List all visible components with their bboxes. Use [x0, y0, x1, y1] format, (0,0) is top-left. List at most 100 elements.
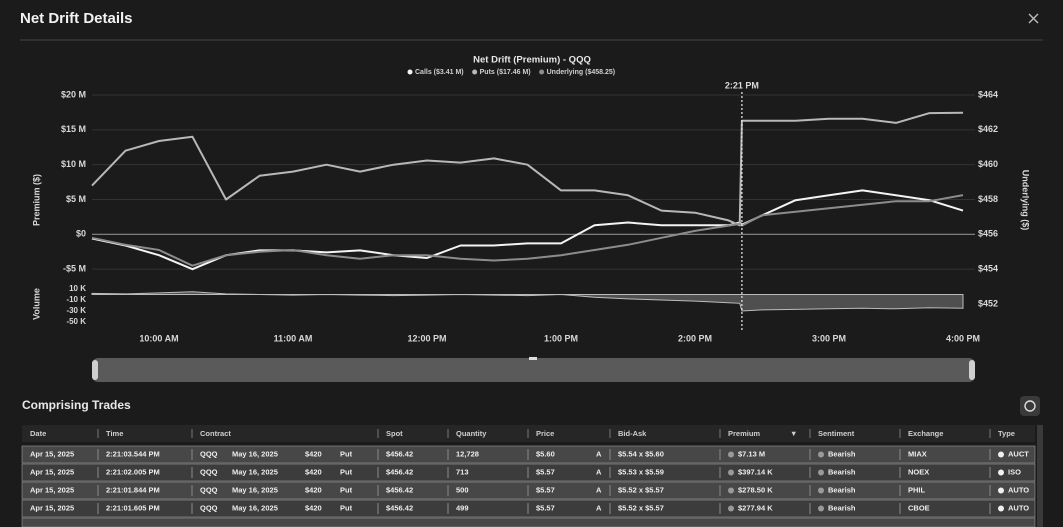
y2-tick-label: $454: [978, 264, 998, 274]
table-cell: A: [596, 503, 602, 512]
column-header[interactable]: Quantity: [456, 429, 487, 438]
refresh-icon[interactable]: [1024, 400, 1036, 412]
table-cell: Bearish: [828, 485, 856, 494]
table-cell: AUTO: [1008, 503, 1029, 512]
x-tick-label: 10:00 AM: [139, 333, 178, 343]
column-header[interactable]: Spot: [386, 429, 403, 438]
legend-marker: [539, 69, 545, 75]
table-cell: $278.50 K: [738, 485, 773, 494]
table-cell: 499: [456, 503, 469, 512]
column-header[interactable]: Date: [30, 429, 46, 438]
table-cell: A: [596, 485, 602, 494]
volume-tick-label: -50 K: [66, 317, 86, 326]
table-cell: Apr 15, 2025: [30, 449, 74, 458]
volume-tick-label: 10 K: [69, 284, 86, 293]
y-tick-label: $5 M: [66, 194, 86, 204]
dialog-title: Net Drift Details: [20, 10, 133, 27]
table-cell: AUCT: [1008, 449, 1029, 458]
y2-tick-label: $464: [978, 89, 998, 99]
table-cell: 2:21:01.605 PM: [106, 503, 160, 512]
table-cell: $5.53 x $5.59: [618, 467, 664, 476]
table-cell: Bearish: [828, 449, 856, 458]
table-cell: $456.42: [386, 485, 413, 494]
table-cell: $277.94 K: [738, 503, 773, 512]
table-cell: $5.54 x $5.60: [618, 449, 664, 458]
status-dot: [728, 487, 734, 494]
table-cell: A: [596, 467, 602, 476]
table-cell: QQQ: [200, 467, 218, 476]
table-cell: $5.57: [536, 467, 555, 476]
column-header[interactable]: Bid-Ask: [618, 429, 647, 438]
slider-track[interactable]: [92, 358, 975, 382]
table-cell: Apr 15, 2025: [30, 467, 74, 476]
table-cell: $5.60: [536, 449, 555, 458]
table-cell: $5.57: [536, 503, 555, 512]
column-header[interactable]: Price: [536, 429, 554, 438]
section-title: Comprising Trades: [22, 398, 131, 412]
refresh-bg[interactable]: [1020, 396, 1040, 416]
y-tick-label: -$5 M: [63, 264, 86, 274]
volume-tick-label: -10 K: [66, 295, 86, 304]
y-tick-label: $15 M: [61, 124, 86, 134]
table-cell: Put: [340, 449, 353, 458]
table-cell: Put: [340, 485, 353, 494]
table-cell: $420: [305, 467, 322, 476]
range-slider[interactable]: [92, 357, 975, 382]
x-tick-label: 12:00 PM: [407, 333, 446, 343]
x-tick-label: 2:00 PM: [678, 333, 712, 343]
column-header[interactable]: Sentiment: [818, 429, 855, 438]
table-cell: 2:21:03.544 PM: [106, 449, 160, 458]
status-dot: [998, 487, 1004, 494]
refresh-button[interactable]: [1020, 396, 1040, 416]
close-icon[interactable]: [1028, 13, 1039, 24]
x-tick-label: 3:00 PM: [812, 333, 846, 343]
column-header[interactable]: Premium: [728, 429, 760, 438]
scrollbar[interactable]: [1037, 425, 1043, 527]
table-cell: Put: [340, 503, 353, 512]
table-cell: May 16, 2025: [232, 485, 278, 494]
table-cell: AUTO: [1008, 485, 1029, 494]
slider-handle[interactable]: [92, 360, 98, 380]
table-cell: NOEX: [908, 467, 929, 476]
table-cell: 2:21:02.005 PM: [106, 467, 160, 476]
legend-label: Calls ($3.41 M): [415, 69, 464, 76]
table-cell: Bearish: [828, 503, 856, 512]
column-header[interactable]: Type: [998, 429, 1015, 438]
slider-handle[interactable]: [969, 360, 975, 380]
table-cell: Apr 15, 2025: [30, 503, 74, 512]
table-cell: $420: [305, 503, 322, 512]
volume-tick-label: -30 K: [66, 306, 86, 315]
table-cell: $5.57: [536, 485, 555, 494]
annotation-label: 2:21 PM: [725, 80, 759, 90]
volume-area: [91, 291, 964, 312]
table-cell: 500: [456, 485, 469, 494]
status-dot: [728, 451, 734, 458]
series-line: [91, 194, 964, 267]
slider-grip[interactable]: [529, 357, 537, 360]
status-dot: [728, 469, 734, 476]
status-dot: [728, 505, 734, 512]
table-row[interactable]: [21, 517, 1036, 527]
table-cell: QQQ: [200, 485, 218, 494]
table-cell: Put: [340, 467, 353, 476]
table-cell: $397.14 K: [738, 467, 773, 476]
table-cell: 713: [456, 467, 469, 476]
column-header[interactable]: Time: [106, 429, 123, 438]
y2-tick-label: $456: [978, 229, 998, 239]
column-header[interactable]: Contract: [200, 429, 231, 438]
table-cell: PHIL: [908, 485, 926, 494]
close-button[interactable]: [1028, 13, 1039, 24]
table-cell: CBOE: [908, 503, 930, 512]
table-cell: ISO: [1008, 467, 1021, 476]
table-cell: QQQ: [200, 449, 218, 458]
column-header[interactable]: Exchange: [908, 429, 943, 438]
table-cell: $420: [305, 485, 322, 494]
status-dot: [998, 505, 1004, 512]
y-axis-label: Premium ($): [31, 174, 41, 226]
y-tick-label: $20 M: [61, 89, 86, 99]
series-line: [91, 111, 964, 227]
table-cell: $5.52 x $5.57: [618, 485, 664, 494]
legend-label: Underlying ($458.25): [547, 69, 615, 76]
chart-title: Net Drift (Premium) - QQQ: [473, 55, 591, 66]
y2-tick-label: $460: [978, 159, 998, 169]
